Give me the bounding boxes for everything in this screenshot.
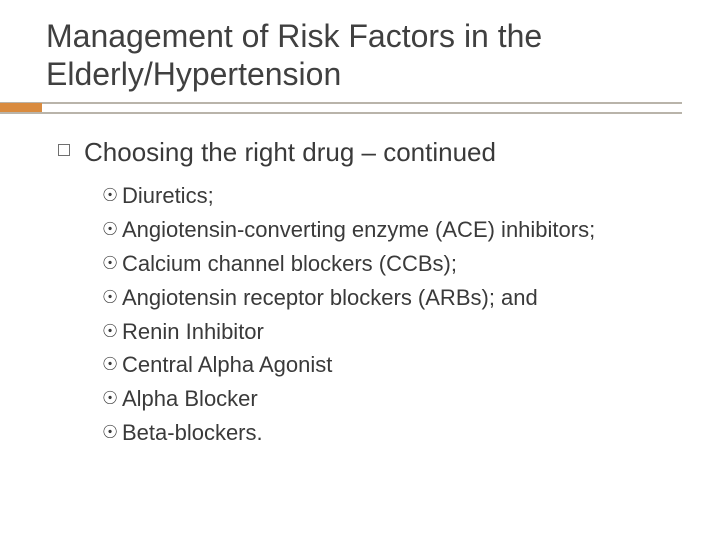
sub-item-text: Angiotensin receptor blockers (ARBs); an… bbox=[122, 282, 538, 314]
sub-item-text: Diuretics; bbox=[122, 180, 214, 212]
rule-line-bottom bbox=[0, 112, 682, 114]
slide: Management of Risk Factors in the Elderl… bbox=[0, 0, 720, 540]
sub-item-text: Central Alpha Agonist bbox=[122, 349, 332, 381]
circle-dot-bullet-icon: ☉ bbox=[102, 351, 118, 377]
sub-list-item: ☉ Central Alpha Agonist bbox=[102, 349, 668, 381]
sub-item-text: Alpha Blocker bbox=[122, 383, 258, 415]
circle-dot-bullet-icon: ☉ bbox=[102, 385, 118, 411]
sub-item-text: Angiotensin-converting enzyme (ACE) inhi… bbox=[122, 214, 595, 246]
sub-list-item: ☉ Angiotensin-converting enzyme (ACE) in… bbox=[102, 214, 668, 246]
circle-dot-bullet-icon: ☉ bbox=[102, 182, 118, 208]
square-bullet-icon bbox=[58, 144, 70, 156]
circle-dot-bullet-icon: ☉ bbox=[102, 250, 118, 276]
title-block: Management of Risk Factors in the Elderl… bbox=[0, 18, 720, 100]
circle-dot-bullet-icon: ☉ bbox=[102, 216, 118, 242]
slide-title: Management of Risk Factors in the Elderl… bbox=[46, 18, 674, 94]
sub-list: ☉ Diuretics; ☉ Angiotensin-converting en… bbox=[58, 180, 668, 449]
sub-list-item: ☉ Diuretics; bbox=[102, 180, 668, 212]
sub-list-item: ☉ Angiotensin receptor blockers (ARBs); … bbox=[102, 282, 668, 314]
circle-dot-bullet-icon: ☉ bbox=[102, 318, 118, 344]
circle-dot-bullet-icon: ☉ bbox=[102, 284, 118, 310]
sub-list-item: ☉ Calcium channel blockers (CCBs); bbox=[102, 248, 668, 280]
sub-list-item: ☉ Renin Inhibitor bbox=[102, 316, 668, 348]
title-rule bbox=[0, 100, 720, 114]
main-item-text: Choosing the right drug – continued bbox=[84, 136, 496, 169]
sub-list-item: ☉ Beta-blockers. bbox=[102, 417, 668, 449]
circle-dot-bullet-icon: ☉ bbox=[102, 419, 118, 445]
sub-list-item: ☉ Alpha Blocker bbox=[102, 383, 668, 415]
content-area: Choosing the right drug – continued ☉ Di… bbox=[0, 114, 720, 450]
main-list-item: Choosing the right drug – continued bbox=[58, 136, 668, 169]
rule-line-top bbox=[0, 102, 682, 104]
sub-item-text: Renin Inhibitor bbox=[122, 316, 264, 348]
sub-item-text: Beta-blockers. bbox=[122, 417, 263, 449]
sub-item-text: Calcium channel blockers (CCBs); bbox=[122, 248, 457, 280]
